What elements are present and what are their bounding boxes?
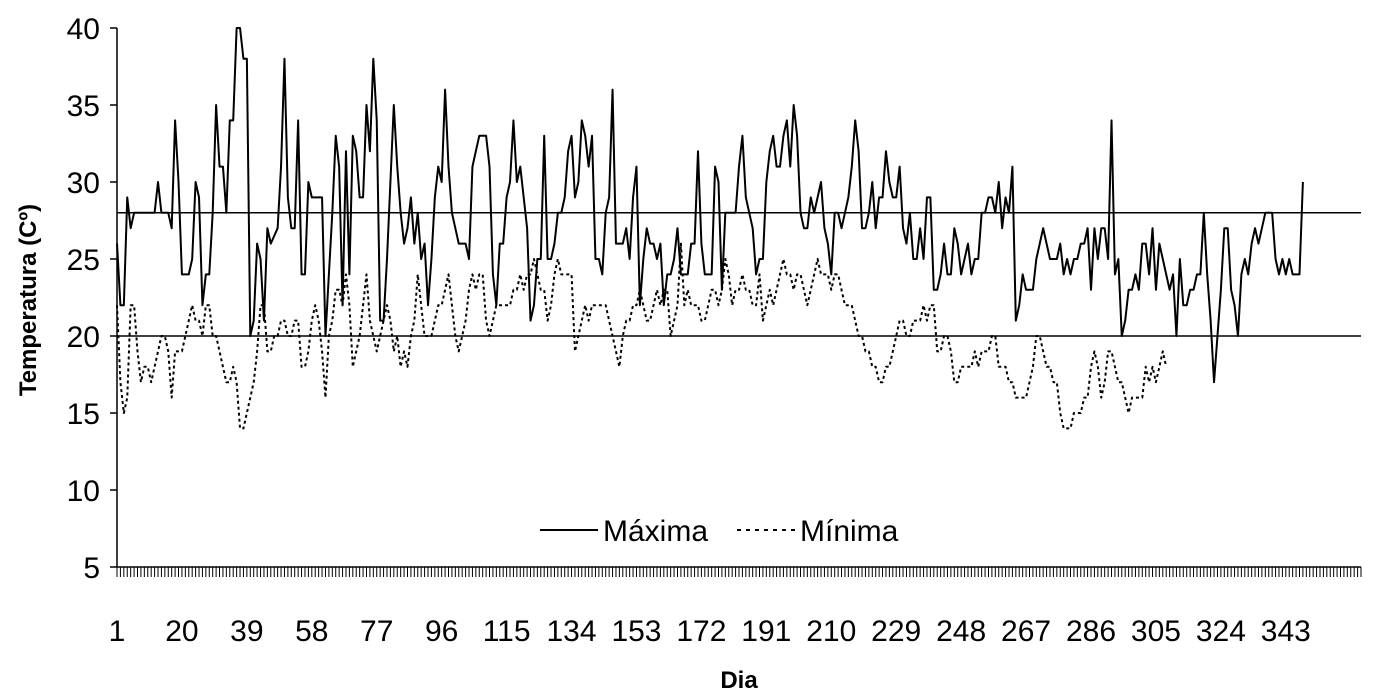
x-tick-label: 248 xyxy=(936,615,986,648)
x-tick-label: 210 xyxy=(806,615,856,648)
legend-label-maxima: Máxima xyxy=(603,515,708,548)
y-tick-label: 10 xyxy=(67,475,100,508)
x-tick-label: 343 xyxy=(1261,615,1311,648)
x-tick-labels: 1 20 39 58 77 96 115 134 153 172 191 210 229 248 267 28… xyxy=(109,615,1311,648)
y-tick-labels: 5 10 15 20 25 30 35 40 xyxy=(67,13,100,585)
series-layer xyxy=(116,27,1304,430)
x-tick-label: 1 xyxy=(109,615,126,648)
legend-label-minima: Mínima xyxy=(800,515,899,548)
y-axis-title: Temperatura (Cº) xyxy=(15,204,42,396)
x-tick-label: 96 xyxy=(425,615,458,648)
x-tick-label: 20 xyxy=(165,615,198,648)
x-tick-label: 153 xyxy=(611,615,661,648)
x-tick-label: 229 xyxy=(871,615,921,648)
x-tick-label: 77 xyxy=(360,615,393,648)
reference-lines xyxy=(117,212,1361,337)
x-tick-label: 39 xyxy=(230,615,263,648)
y-tick-label: 15 xyxy=(67,398,100,431)
x-tick-label: 172 xyxy=(676,615,726,648)
y-axis xyxy=(110,27,118,568)
x-tick-label: 58 xyxy=(295,615,328,648)
y-tick-label: 40 xyxy=(67,13,100,46)
x-tick-label: 267 xyxy=(1001,615,1051,648)
x-axis xyxy=(116,566,1362,577)
series-line-minima xyxy=(116,242,1168,430)
x-tick-label: 115 xyxy=(483,615,531,648)
y-tick-label: 20 xyxy=(67,321,100,354)
legend: Máxima Mínima xyxy=(540,515,899,548)
x-tick-label: 191 xyxy=(741,615,791,648)
x-tick-label: 134 xyxy=(547,615,597,648)
series-line-maxima xyxy=(116,27,1304,384)
x-tick-label: 286 xyxy=(1066,615,1116,648)
y-tick-label: 5 xyxy=(83,552,100,585)
y-tick-label: 35 xyxy=(67,90,100,123)
y-tick-label: 25 xyxy=(67,244,100,277)
x-axis-title: Dia xyxy=(720,667,758,693)
y-tick-label: 30 xyxy=(67,167,100,200)
x-tick-label: 324 xyxy=(1196,615,1246,648)
x-tick-label: 305 xyxy=(1131,615,1181,648)
